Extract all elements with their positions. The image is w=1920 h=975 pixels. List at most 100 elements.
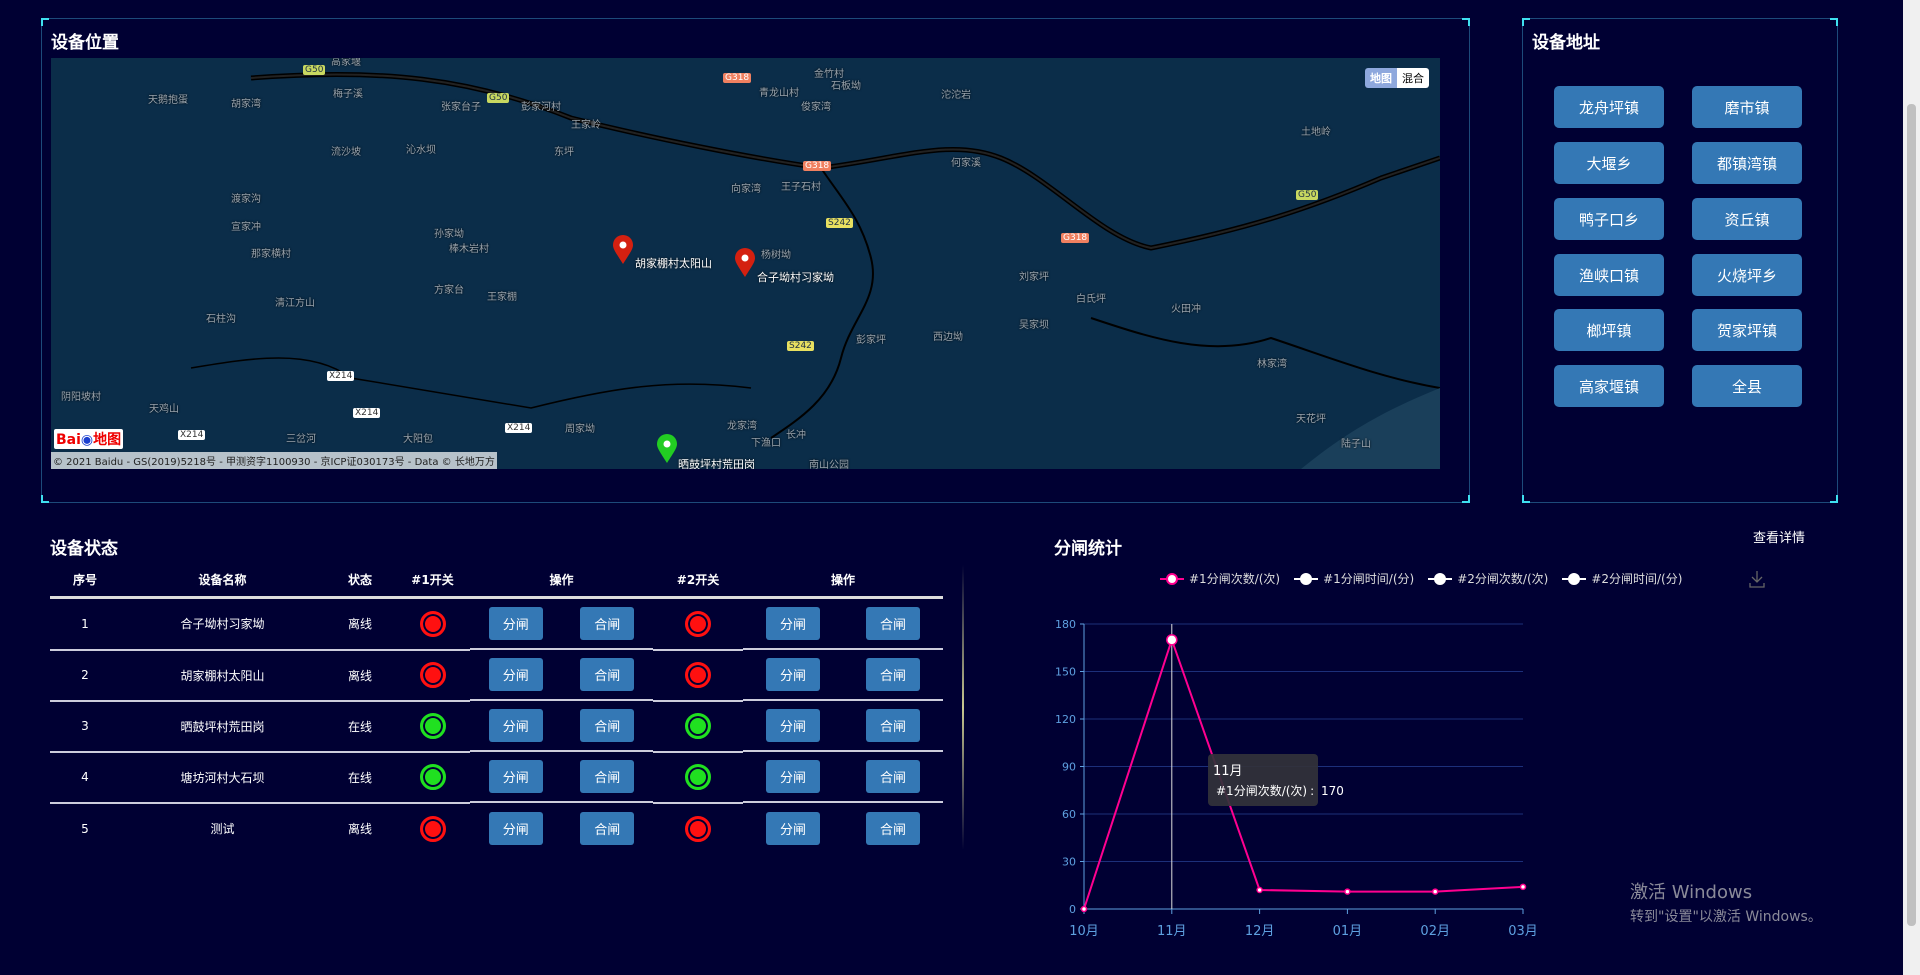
road-sign: G50 <box>1296 190 1319 200</box>
place-label: 东坪 <box>554 147 574 158</box>
device-location-panel <box>41 18 1470 503</box>
map-type-switch[interactable]: 地图 混合 <box>1365 68 1429 88</box>
switch2-open-button[interactable]: 分闸 <box>766 811 820 845</box>
town-button[interactable]: 鸭子口乡 <box>1554 198 1664 240</box>
marker-label: 胡家棚村太阳山 <box>635 257 712 270</box>
place-label: 土地岭 <box>1301 127 1331 138</box>
place-label: 棒木岩村 <box>449 244 489 255</box>
switch2-close-button[interactable]: 合闸 <box>866 606 920 640</box>
col-switch2: #2开关 <box>653 563 743 599</box>
road-sign: X214 <box>327 371 355 381</box>
switch1-close-button[interactable]: 合闸 <box>580 811 635 845</box>
row-name: 合子坳村习家坳 <box>120 597 325 651</box>
legend-item[interactable]: #1分闸时间/(分) <box>1294 570 1414 587</box>
switch1-indicator-icon <box>419 713 446 739</box>
place-label: 杨树坳 <box>761 250 791 261</box>
switch1-open-button[interactable]: 分闸 <box>488 759 543 793</box>
town-button[interactable]: 火烧坪乡 <box>1692 254 1802 296</box>
place-label: 天鹅抱蛋 <box>148 95 188 106</box>
switch2-close-button[interactable]: 合闸 <box>866 811 920 845</box>
place-label: 宣家冲 <box>231 222 261 233</box>
switch2-close-button[interactable]: 合闸 <box>866 657 920 691</box>
place-label: 大阳包 <box>403 434 433 445</box>
legend-item[interactable]: #2分闸时间/(分) <box>1562 570 1682 587</box>
table-row: 4 塘坊河村大石坝 在线 分闸 合闸 分闸 合闸 <box>50 751 943 804</box>
switch1-close-button[interactable]: 合闸 <box>580 759 635 793</box>
town-button[interactable]: 渔峡口镇 <box>1554 254 1664 296</box>
all-county-button[interactable]: 高家堰镇 <box>1554 365 1664 407</box>
y-tick-label: 120 <box>1055 713 1076 726</box>
switch1-open-button[interactable]: 分闸 <box>488 811 543 845</box>
place-label: 林家湾 <box>1257 359 1287 370</box>
place-label: 吴家坝 <box>1019 320 1049 331</box>
address-panel-title: 设备地址 <box>1532 33 1600 53</box>
map-type-map[interactable]: 地图 <box>1365 68 1397 88</box>
switch1-close-button[interactable]: 合闸 <box>580 606 635 640</box>
road-sign: S242 <box>826 218 853 228</box>
map-marker-icon[interactable] <box>656 434 678 464</box>
device-status-table: 序号 设备名称 状态 #1开关 操作 #2开关 操作 1 合子坳村习家坳 离线 … <box>50 563 943 854</box>
town-button[interactable]: 榔坪镇 <box>1554 309 1664 351</box>
divider <box>962 565 964 850</box>
switch2-open-button[interactable]: 分闸 <box>766 708 820 742</box>
place-label: 白氏坪 <box>1076 294 1106 305</box>
tooltip-value: 170 <box>1320 783 1344 798</box>
place-label: 胡家湾 <box>231 99 261 110</box>
scrollbar-thumb[interactable] <box>1907 104 1916 926</box>
switch1-open-button[interactable]: 分闸 <box>488 657 543 691</box>
switch1-indicator-icon <box>419 662 446 688</box>
map-panel-title: 设备位置 <box>51 33 119 53</box>
legend-label: #1分闸次数/(次) <box>1189 572 1281 586</box>
place-label: 金竹村 <box>814 69 844 80</box>
y-tick-label: 90 <box>1062 761 1076 774</box>
row-no: 4 <box>50 751 120 804</box>
data-point <box>1166 634 1178 646</box>
row-state: 离线 <box>325 649 395 702</box>
place-label: 王子石村 <box>781 182 821 193</box>
series-line <box>1083 636 1524 910</box>
switch2-close-button[interactable]: 合闸 <box>866 759 920 793</box>
y-tick-label: 180 <box>1055 618 1076 631</box>
town-button[interactable]: 大堰乡 <box>1554 142 1664 184</box>
download-icon[interactable] <box>1748 570 1766 588</box>
scrollbar[interactable] <box>1903 0 1920 975</box>
row-state: 在线 <box>325 751 395 804</box>
switch2-open-button[interactable]: 分闸 <box>766 759 820 793</box>
town-button[interactable]: 贺家坪镇 <box>1692 309 1802 351</box>
legend-item[interactable]: #1分闸次数/(次) <box>1160 570 1280 587</box>
place-label: 孙家坳 <box>434 229 464 240</box>
switch2-open-button[interactable]: 分闸 <box>766 657 820 691</box>
road-sign: G50 <box>303 65 326 75</box>
switch1-close-button[interactable]: 合闸 <box>580 657 635 691</box>
switch2-indicator-icon <box>685 662 711 688</box>
x-tick-label: 12月 <box>1245 924 1275 939</box>
town-button[interactable]: 龙舟坪镇 <box>1554 86 1664 128</box>
switch2-close-button[interactable]: 合闸 <box>866 708 920 742</box>
town-button[interactable]: 资丘镇 <box>1692 198 1802 240</box>
town-button[interactable]: 都镇湾镇 <box>1692 142 1802 184</box>
data-point <box>1256 886 1263 894</box>
tooltip-series: #1分闸次数/(次) <box>1216 784 1308 798</box>
x-tick-label: 10月 <box>1069 924 1099 939</box>
town-button[interactable]: 磨市镇 <box>1692 86 1802 128</box>
switch1-open-button[interactable]: 分闸 <box>488 606 543 640</box>
place-label: 长冲 <box>786 430 806 441</box>
tooltip-title: 11月 <box>1213 764 1243 779</box>
map-view[interactable]: 高家堰 天鹅抱蛋 胡家湾 梅子溪 张家台子 彭家河村 王家岭 青龙山村 金竹村 … <box>51 58 1440 469</box>
place-label: 沁水坝 <box>406 145 436 156</box>
switch2-open-button[interactable]: 分闸 <box>766 606 820 640</box>
switch1-open-button[interactable]: 分闸 <box>488 708 543 742</box>
legend-label: #1分闸时间/(分) <box>1323 572 1415 586</box>
place-label: 何家溪 <box>951 158 981 169</box>
road-sign: X214 <box>353 408 381 418</box>
all-county-button[interactable]: 全县 <box>1692 365 1802 407</box>
row-name: 晒鼓坪村荒田岗 <box>120 700 325 753</box>
map-marker-icon[interactable] <box>734 248 756 278</box>
view-details-link[interactable]: 查看详情 <box>1753 531 1806 546</box>
place-label: 三岔河 <box>286 434 316 445</box>
switch1-close-button[interactable]: 合闸 <box>580 708 635 742</box>
map-type-hybrid[interactable]: 混合 <box>1397 68 1429 88</box>
x-tick-label: 01月 <box>1333 924 1363 939</box>
legend-item[interactable]: #2分闸次数/(次) <box>1428 570 1548 587</box>
map-marker-icon[interactable] <box>612 235 634 265</box>
